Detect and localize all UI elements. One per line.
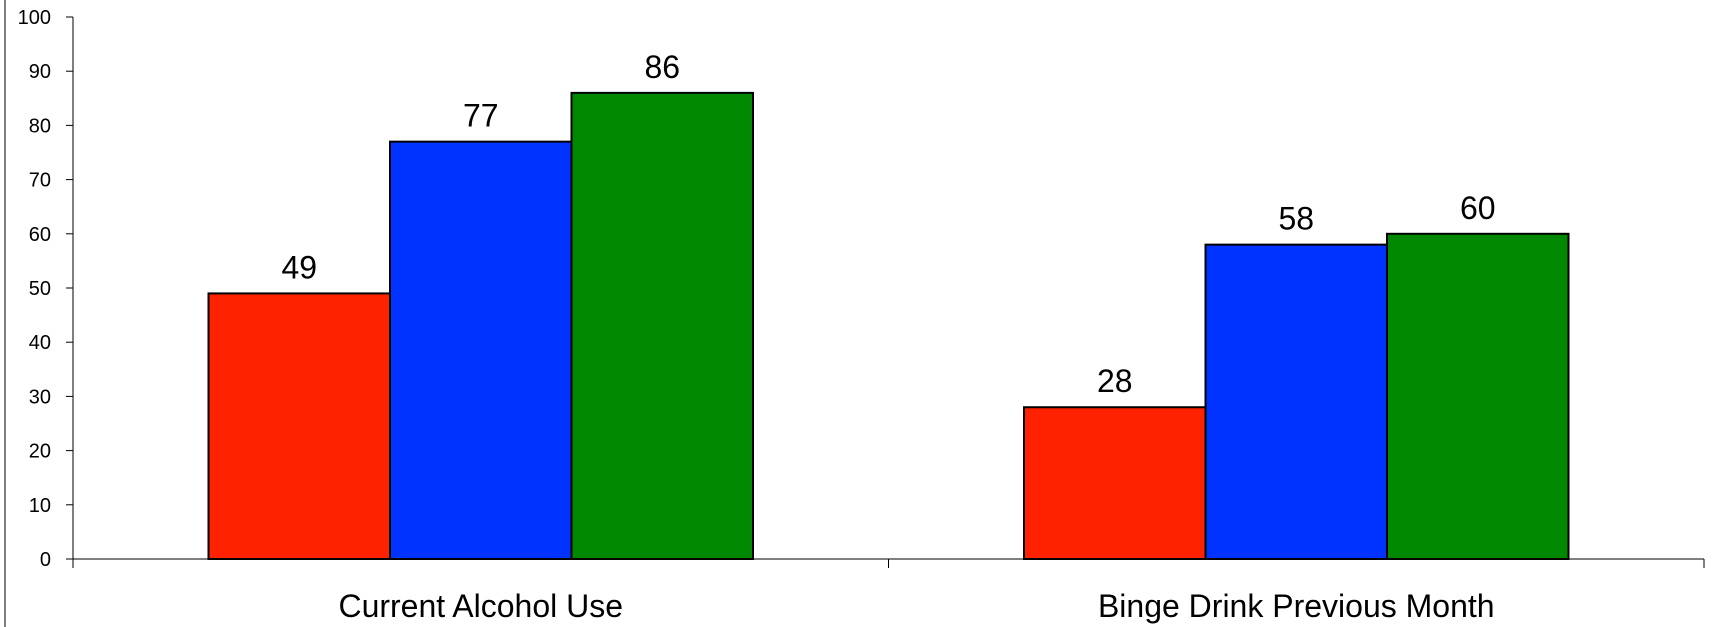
y-tick-label: 20 — [29, 441, 51, 463]
x-category-label: Binge Drink Previous Month — [1098, 588, 1495, 624]
bar — [1023, 406, 1207, 560]
y-axis: 0 10 20 30 40 50 60 70 80 90 100 — [4, 0, 74, 627]
bar — [207, 292, 391, 560]
data-label: 60 — [1460, 190, 1496, 226]
data-label: 86 — [644, 49, 680, 85]
data-label: 77 — [463, 98, 499, 134]
data-labels-group: 49 77 86 28 58 60 — [281, 49, 1495, 399]
y-tick-label: 50 — [29, 278, 51, 300]
y-tick-label: 40 — [29, 332, 51, 354]
y-tick-label: 70 — [29, 170, 51, 192]
x-axis: Current Alcohol Use Binge Drink Previous … — [72, 558, 1705, 624]
bar — [1204, 243, 1388, 560]
y-tick-label: 10 — [29, 495, 51, 517]
bar — [570, 91, 754, 560]
bar — [389, 140, 573, 560]
bars-group — [207, 91, 1570, 561]
y-tick-label: 90 — [29, 61, 51, 83]
y-tick-label: 0 — [40, 549, 51, 571]
y-tick-label: 60 — [29, 224, 51, 246]
y-tick-label: 80 — [29, 115, 51, 137]
data-label: 49 — [281, 249, 317, 285]
y-tick-label: 100 — [18, 7, 51, 29]
bar — [1386, 232, 1570, 561]
x-category-label: Current Alcohol Use — [338, 588, 623, 624]
data-label: 28 — [1097, 363, 1133, 399]
y-tick-label: 30 — [29, 386, 51, 408]
data-label: 58 — [1278, 201, 1314, 237]
